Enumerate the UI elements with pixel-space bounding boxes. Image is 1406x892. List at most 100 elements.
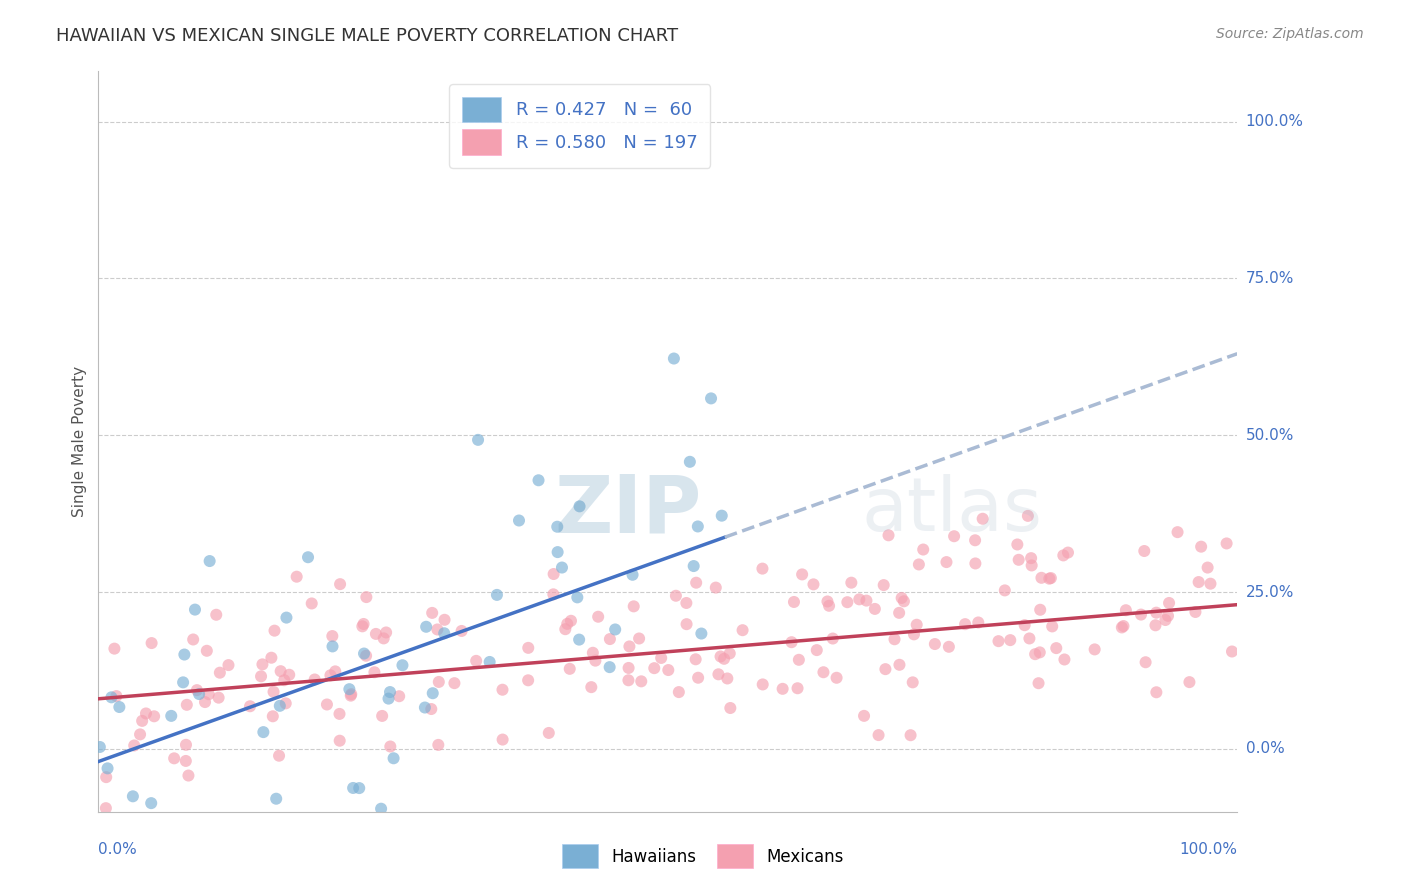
Point	[546, 519, 568, 533]
Point	[818, 599, 841, 613]
Point	[780, 635, 803, 649]
Point	[586, 609, 609, 624]
Point	[181, 632, 204, 647]
Point	[1144, 685, 1167, 699]
Point	[772, 681, 794, 696]
Point	[568, 632, 591, 647]
Point	[617, 661, 640, 675]
Point	[485, 588, 508, 602]
Point	[375, 625, 398, 640]
Point	[554, 622, 576, 636]
Point	[1199, 576, 1222, 591]
Point	[517, 640, 540, 655]
Point	[900, 728, 922, 742]
Point	[1112, 619, 1135, 633]
Point	[704, 581, 727, 595]
Point	[679, 455, 702, 469]
Point	[1029, 603, 1052, 617]
Point	[1014, 618, 1036, 632]
Point	[688, 671, 710, 685]
Point	[651, 829, 673, 843]
Point	[304, 673, 326, 687]
Point	[938, 640, 960, 654]
Point	[94, 801, 117, 815]
Point	[340, 687, 363, 701]
Point	[1017, 508, 1039, 523]
Point	[388, 690, 411, 704]
Point	[347, 781, 370, 796]
Point	[841, 575, 863, 590]
Point	[465, 654, 488, 668]
Point	[1130, 607, 1153, 622]
Point	[527, 473, 550, 487]
Text: ZIP: ZIP	[554, 472, 702, 549]
Point	[716, 672, 738, 686]
Point	[370, 802, 392, 816]
Point	[363, 665, 385, 680]
Point	[377, 691, 399, 706]
Point	[965, 533, 987, 548]
Point	[353, 647, 375, 661]
Point	[96, 761, 118, 775]
Point	[924, 637, 946, 651]
Point	[1167, 525, 1189, 540]
Point	[875, 662, 897, 676]
Point	[273, 673, 295, 688]
Point	[110, 857, 132, 871]
Point	[662, 351, 685, 366]
Point	[1018, 632, 1040, 646]
Point	[1111, 620, 1133, 634]
Text: Source: ZipAtlas.com: Source: ZipAtlas.com	[1216, 27, 1364, 41]
Legend: Hawaiians, Mexicans: Hawaiians, Mexicans	[555, 838, 851, 875]
Point	[194, 695, 217, 709]
Point	[787, 653, 810, 667]
Point	[250, 669, 273, 683]
Point	[685, 575, 707, 590]
Point	[710, 508, 733, 523]
Point	[1031, 571, 1053, 585]
Point	[1197, 560, 1219, 574]
Point	[177, 768, 200, 782]
Point	[853, 709, 876, 723]
Point	[103, 641, 125, 656]
Point	[718, 701, 741, 715]
Point	[657, 663, 679, 677]
Point	[364, 627, 387, 641]
Point	[108, 700, 131, 714]
Text: 100.0%: 100.0%	[1246, 114, 1303, 129]
Point	[893, 594, 915, 608]
Point	[96, 770, 118, 784]
Point	[263, 624, 285, 638]
Point	[319, 668, 342, 682]
Point	[1039, 571, 1062, 585]
Point	[316, 698, 339, 712]
Point	[517, 673, 540, 688]
Point	[195, 644, 218, 658]
Point	[225, 832, 247, 847]
Point	[567, 591, 589, 605]
Point	[262, 709, 284, 723]
Point	[568, 500, 591, 514]
Point	[713, 652, 735, 666]
Point	[873, 578, 896, 592]
Point	[467, 433, 489, 447]
Point	[278, 667, 301, 681]
Point	[1084, 642, 1107, 657]
Point	[427, 675, 450, 690]
Point	[751, 677, 773, 691]
Point	[1040, 619, 1063, 633]
Point	[267, 748, 290, 763]
Point	[1144, 606, 1167, 620]
Point	[1133, 544, 1156, 558]
Point	[391, 658, 413, 673]
Point	[665, 589, 688, 603]
Point	[1154, 613, 1177, 627]
Point	[337, 682, 360, 697]
Point	[817, 594, 839, 608]
Point	[908, 558, 931, 572]
Point	[783, 595, 806, 609]
Point	[877, 528, 900, 542]
Point	[605, 623, 627, 637]
Point	[160, 709, 183, 723]
Point	[380, 739, 402, 754]
